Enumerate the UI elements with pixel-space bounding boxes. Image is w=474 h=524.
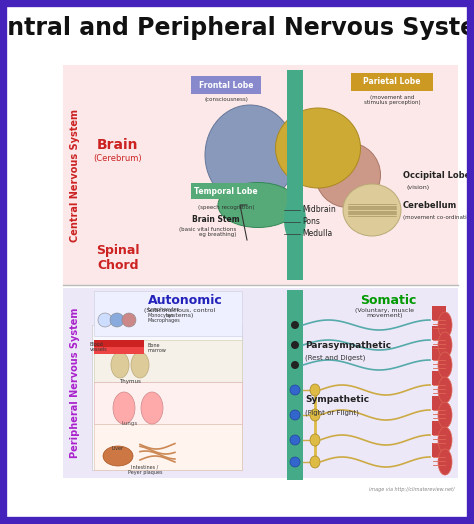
Ellipse shape	[310, 434, 320, 446]
Ellipse shape	[141, 392, 163, 424]
Bar	[432, 346, 446, 360]
Ellipse shape	[438, 312, 452, 338]
Text: Cerebellum: Cerebellum	[403, 201, 457, 210]
Text: Autonomic: Autonomic	[147, 293, 222, 307]
Ellipse shape	[438, 332, 452, 358]
FancyBboxPatch shape	[191, 183, 261, 199]
Ellipse shape	[310, 384, 320, 396]
Ellipse shape	[438, 352, 452, 378]
Circle shape	[291, 341, 299, 349]
Bar	[63, 288, 458, 478]
Ellipse shape	[316, 143, 381, 208]
FancyBboxPatch shape	[92, 325, 242, 470]
Ellipse shape	[284, 198, 306, 243]
Text: (movement and
stimulus perception): (movement and stimulus perception)	[364, 95, 420, 105]
Bar	[287, 290, 303, 480]
Circle shape	[110, 313, 124, 327]
Circle shape	[291, 321, 299, 329]
Text: image via http://climatereview.net/: image via http://climatereview.net/	[370, 487, 455, 493]
Text: Brain: Brain	[97, 138, 139, 152]
FancyBboxPatch shape	[351, 73, 433, 91]
Ellipse shape	[275, 108, 361, 188]
Text: Lungs: Lungs	[122, 421, 138, 427]
Circle shape	[98, 313, 112, 327]
Text: (Subconscious, control
systems): (Subconscious, control systems)	[145, 308, 216, 319]
FancyBboxPatch shape	[191, 76, 261, 94]
Ellipse shape	[438, 402, 452, 428]
Bar	[94, 347, 144, 354]
Ellipse shape	[218, 182, 298, 227]
Text: (Fight or Flight): (Fight or Flight)	[305, 410, 359, 416]
Ellipse shape	[131, 352, 149, 378]
Text: (Rest and Digest): (Rest and Digest)	[305, 355, 365, 361]
Text: (vision): (vision)	[407, 185, 430, 191]
Ellipse shape	[113, 392, 135, 424]
Circle shape	[290, 457, 300, 467]
Circle shape	[291, 361, 299, 369]
Ellipse shape	[343, 184, 401, 236]
Bar	[432, 421, 446, 435]
Text: Temporal Lobe: Temporal Lobe	[194, 187, 258, 195]
Text: Brain Stem: Brain Stem	[192, 215, 240, 224]
Bar	[432, 371, 446, 385]
Ellipse shape	[205, 105, 295, 205]
Text: Central Nervous System: Central Nervous System	[70, 108, 80, 242]
Ellipse shape	[438, 427, 452, 453]
Ellipse shape	[103, 446, 133, 466]
Text: Spinal
Chord: Spinal Chord	[96, 244, 140, 272]
Text: Parietal Lobe: Parietal Lobe	[363, 78, 421, 86]
Text: Occipital Lobe: Occipital Lobe	[403, 170, 470, 180]
Circle shape	[290, 435, 300, 445]
Text: Bone
marrow: Bone marrow	[148, 343, 167, 353]
Text: (consciousness): (consciousness)	[204, 97, 248, 103]
Bar	[287, 70, 303, 280]
Ellipse shape	[310, 409, 320, 421]
Bar	[432, 326, 446, 340]
Text: Blood
vessels: Blood vessels	[90, 342, 108, 353]
Text: Midbrain: Midbrain	[302, 205, 336, 214]
Text: Thymus: Thymus	[119, 379, 141, 385]
Bar	[432, 396, 446, 410]
Ellipse shape	[310, 456, 320, 468]
Text: (movement co-ordination): (movement co-ordination)	[403, 215, 474, 221]
Text: (speech recognition): (speech recognition)	[198, 204, 254, 210]
Bar	[94, 340, 144, 354]
Text: Frontal Lobe: Frontal Lobe	[199, 81, 253, 90]
Text: Pons: Pons	[302, 217, 320, 226]
Bar	[63, 65, 458, 285]
Text: Central and Peripheral Nervous System: Central and Peripheral Nervous System	[0, 16, 474, 40]
Text: Liver: Liver	[112, 446, 124, 452]
Text: Peripheral Nervous System: Peripheral Nervous System	[70, 308, 80, 458]
Bar	[94, 424, 242, 470]
Text: Intestines /
Peyer plaques: Intestines / Peyer plaques	[128, 465, 162, 475]
Circle shape	[290, 385, 300, 395]
Text: Medulla: Medulla	[302, 230, 332, 238]
Bar	[94, 382, 242, 424]
Ellipse shape	[438, 449, 452, 475]
Ellipse shape	[111, 352, 129, 378]
Text: Parasympathetic: Parasympathetic	[305, 341, 391, 350]
Text: Somatic: Somatic	[360, 293, 416, 307]
Text: (Voluntary, muscle
movement): (Voluntary, muscle movement)	[356, 308, 414, 319]
Text: Sympathetic: Sympathetic	[305, 396, 369, 405]
Ellipse shape	[438, 377, 452, 403]
Bar	[432, 443, 446, 457]
Text: Lymphocytes
Monocytes
Macrophages: Lymphocytes Monocytes Macrophages	[148, 307, 181, 323]
Text: (basic vital functions
eg breathing): (basic vital functions eg breathing)	[179, 226, 236, 237]
Circle shape	[122, 313, 136, 327]
Text: (Cerebrum): (Cerebrum)	[94, 154, 142, 162]
Bar	[432, 306, 446, 320]
Bar	[94, 291, 242, 336]
Circle shape	[290, 410, 300, 420]
Bar	[94, 340, 242, 382]
